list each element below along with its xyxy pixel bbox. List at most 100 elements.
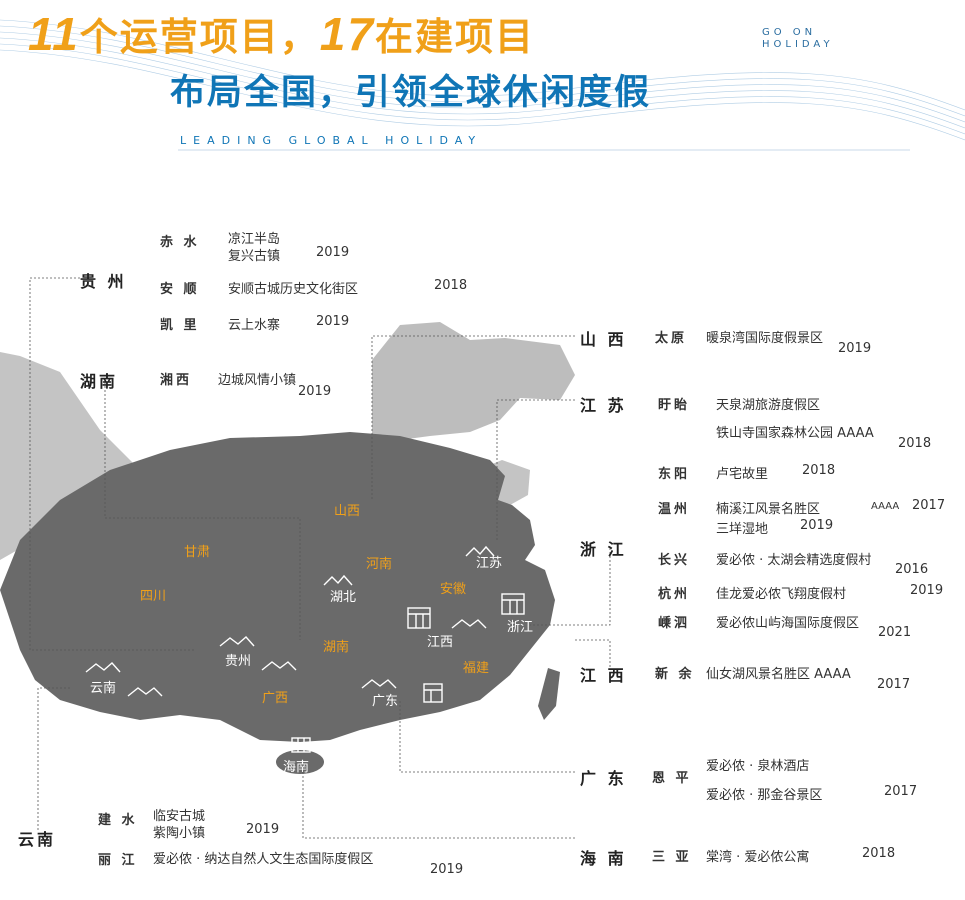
building-icon-zhejiang [501,593,525,615]
year-wenzhou-2: 2019 [800,518,834,533]
city-kaili: 凯 里 [160,318,200,333]
year-kaili-1: 2019 [316,314,350,329]
building-icon-jiangxi [407,607,431,629]
mountain-icon-jiangxi [451,619,487,629]
year-lijiang-1: 2019 [430,862,464,877]
project-hangzhou-1: 佳龙爱必侬飞翔度假村 [716,587,847,602]
mountain-icon-hubei [323,574,353,586]
project-xiangxi-1: 边城风情小镇 [218,373,297,388]
map-label-yunnan: 云南 [90,681,117,696]
year-hangzhou-1: 2019 [910,583,944,598]
province-yunnan: 云南 [18,830,57,849]
province-guizhou: 贵 州 [80,272,127,291]
project-xuyi-2: 铁山寺国家森林公园 AAAA [716,426,874,441]
project-enping-2: 爱必侬 · 那金谷景区 [706,788,823,803]
year-taiyuan-1: 2019 [838,341,872,356]
project-kaili-1: 云上水寨 [228,318,281,333]
city-wenzhou: 温州 [658,502,691,517]
province-jiangsu: 江 苏 [580,396,627,415]
year-xinyu-1: 2017 [877,677,911,692]
header-wave-lines [0,19,965,151]
city-jianshui: 建 水 [98,813,138,828]
project-jianshui-1: 临安古城 [153,809,206,824]
city-xiangxi: 湘西 [160,373,193,388]
city-xuyi: 盱眙 [658,398,691,413]
mountain-icon-yunnan-1 [85,662,121,673]
mountain-icon-guangdong [361,679,397,689]
project-enping-1: 爱必侬 · 泉林酒店 [706,759,810,774]
map-land-north [372,322,575,450]
map-label-henan: 河南 [366,557,393,572]
project-sanya-1: 棠湾 · 爱必侬公寓 [706,850,810,865]
building-icon-guangdong [423,683,443,703]
city-enping: 恩 平 [652,771,692,786]
city-hangzhou: 杭州 [658,587,691,602]
tag-go-on: GO ON [762,27,817,38]
map-label-jiangxi: 江西 [427,635,454,650]
mountain-icon-guizhou-2 [261,661,297,671]
operating-label: 个运营项目， [79,15,320,59]
project-lijiang-1: 爱必侬 · 纳达自然人文生态国际度假区 [153,852,374,867]
city-shengsi: 嵊泗 [658,616,691,631]
tag-holiday: HOLIDAY [762,39,834,50]
project-wenzhou-1: 楠溪江风景名胜区 [716,502,821,517]
city-changxing: 长兴 [658,553,691,568]
project-xuyi-1: 天泉湖旅游度假区 [716,398,821,413]
city-xinyu: 新 余 [655,667,695,682]
project-wenzhou-2: 三垟湿地 [716,522,769,537]
project-shengsi-1: 爱必侬山屿海国际度假区 [716,616,860,631]
year-dongyang-1: 2018 [802,463,836,478]
year-changxing-1: 2016 [895,562,929,577]
project-jianshui-2: 紫陶小镇 [153,826,206,841]
year-shengsi-1: 2021 [878,625,912,640]
map-label-hunan: 湖南 [323,640,350,655]
project-chishui-2: 复兴古镇 [228,249,281,264]
map-label-shanxi: 山西 [334,504,361,519]
year-sanya-1: 2018 [862,846,896,861]
province-hainan: 海 南 [580,849,627,868]
year-enping-2: 2017 [884,784,918,799]
project-dongyang-1: 卢宅故里 [716,467,769,482]
level-wenzhou-1: AAAA [871,501,900,512]
mountain-icon-yunnan-2 [127,687,163,697]
map-label-sichuan: 四川 [140,589,167,604]
map-island-hainan [276,750,324,774]
year-wenzhou-1: 2017 [912,498,946,513]
operating-count: 11 [28,8,80,60]
map-label-jiangsu: 江苏 [476,556,503,571]
city-chishui: 赤 水 [160,235,200,250]
province-jiangxi: 江 西 [580,666,627,685]
province-guangdong: 广 东 [580,769,627,788]
map-label-guizhou: 贵州 [225,654,252,669]
headline-line-2: 布局全国，引领全球休闲度假 [170,73,652,113]
project-xinyu-1: 仙女湖风景名胜区 AAAA [706,667,851,682]
mountain-icon-guizhou-1 [219,636,255,647]
map-label-guangxi: 广西 [262,691,289,706]
map-label-fujian: 福建 [463,661,490,676]
building-icon-hainan [291,737,311,753]
year-jianshui-2: 2019 [246,822,280,837]
project-taiyuan-1: 暖泉湾国际度假景区 [706,331,824,346]
year-xiangxi-1: 2019 [298,384,332,399]
year-xuyi-2: 2018 [898,436,932,451]
map-label-anhui: 安徽 [440,582,467,597]
province-hunan: 湖南 [80,372,119,391]
city-anshun: 安 顺 [160,282,200,297]
project-anshun-1: 安顺古城历史文化街区 [228,282,359,297]
map-region-main [0,432,555,742]
construction-label: 在建项目 [374,15,535,59]
year-anshun-1: 2018 [434,278,468,293]
map-land-west [0,352,140,560]
city-sanya: 三 亚 [652,850,692,865]
map-label-guangdong: 广东 [372,694,399,709]
province-shanxi: 山 西 [580,330,627,349]
map-label-hubei: 湖北 [330,590,357,605]
province-zhejiang: 浙 江 [580,540,627,559]
city-dongyang: 东阳 [658,467,691,482]
headline-line-1: 11个运营项目，17在建项目 [28,6,535,61]
city-lijiang: 丽 江 [98,853,138,868]
project-chishui-1: 凉江半岛 [228,232,281,247]
map-label-gansu: 甘肃 [184,545,211,560]
subtitle-english: LEADING GLOBAL HOLIDAY [180,134,483,147]
